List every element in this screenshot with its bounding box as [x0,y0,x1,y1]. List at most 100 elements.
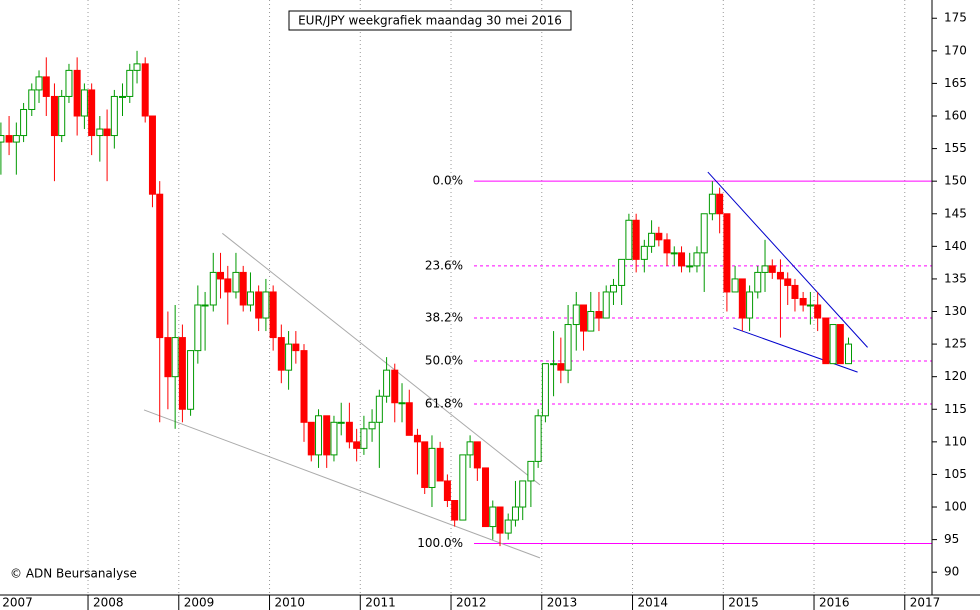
candle-body [148,115,156,195]
candle-body [496,506,504,534]
x-tick-label: 2009 [184,596,215,610]
candle-body [255,291,263,319]
candle-body [670,252,678,255]
candle-body [534,415,542,462]
candle-body [632,219,640,260]
candle-body [738,278,746,319]
candle-body [12,135,20,143]
candle-body [504,519,512,534]
y-tick-label: 130 [944,304,967,318]
candle-body [360,428,368,449]
y-tick-label: 155 [944,141,967,155]
candle-body [768,265,776,273]
candle-body [58,95,66,137]
fib-label: 100.0% [417,536,463,550]
fib-label: 61.8% [425,397,463,411]
candle-body [345,421,353,443]
candle-body [73,69,81,117]
candle-body [119,95,127,98]
trendline [222,232,541,486]
candle-body [761,265,769,273]
candle-body [50,95,58,137]
candle-body [640,245,648,260]
candle-body [473,441,481,469]
candle-body [466,441,474,456]
x-tick-label: 2008 [93,596,124,610]
x-tick-label: 2013 [547,596,578,610]
candle-body [171,337,179,378]
candle-body [246,291,254,306]
candle-body [716,193,724,215]
candle-body [791,284,799,299]
fib-label: 0.0% [433,174,464,188]
candle-body [609,284,617,293]
candle-body [300,350,308,423]
candle-body [836,324,844,365]
candle-body [527,460,535,482]
candle-body [443,480,451,502]
candle-body [814,304,822,319]
candle-body [269,291,277,339]
y-tick-label: 100 [944,500,967,514]
candle-body [686,265,694,268]
candle-body [754,271,762,293]
candle-body [239,271,247,306]
credit: © ADN Beursanalyse [10,567,137,581]
candle-body [678,252,686,267]
candle-body [557,363,565,371]
candle-body [708,193,716,215]
candle-body [262,291,270,319]
x-tick-label: 2014 [638,596,669,610]
candle-body [156,193,164,339]
candle-body [693,252,701,267]
candle-body [663,239,671,254]
candle-body [35,76,43,91]
fib-label: 38.2% [425,311,463,325]
y-tick-label: 120 [944,369,967,383]
x-tick-label: 2017 [910,596,941,610]
candle-body [580,304,588,332]
candle-body [277,337,285,371]
candle-body [383,369,391,397]
candle-body [315,415,323,456]
candle-body [96,128,104,137]
x-tick-label: 2010 [275,596,306,610]
candle-body [133,63,141,71]
x-tick-label: 2011 [365,596,396,610]
candle-body [209,271,217,306]
candle-body [602,291,610,319]
candle-body [103,128,111,137]
candle-body [489,506,497,528]
candle-body [625,219,633,260]
candle-body [217,271,225,280]
candle-body [285,343,293,371]
candle-body [587,311,595,332]
y-tick-label: 140 [944,239,967,253]
candle-body [5,135,13,143]
trendline [733,327,858,373]
candle-body [164,337,172,378]
candle-body [194,304,202,352]
candle-body [88,89,96,137]
candle-body [648,232,656,247]
title-box [288,10,572,31]
candle-body [337,421,345,424]
y-tick-label: 175 [944,11,967,25]
candle-body [110,95,118,137]
y-tick-label: 170 [944,43,967,57]
candle-body [482,467,490,528]
candle-body [307,421,315,456]
candle-body [436,447,444,482]
candle-body [28,89,36,110]
candle-body [700,213,708,254]
y-tick-label: 150 [944,174,967,188]
y-tick-label: 105 [944,467,967,481]
candle-body [550,363,558,366]
candle-body [232,271,240,293]
candle-body [799,297,807,306]
plot-area [0,0,932,595]
y-tick-label: 110 [944,434,967,448]
candle-body [292,343,300,352]
candle-body [398,402,406,405]
candle-body [368,421,376,430]
